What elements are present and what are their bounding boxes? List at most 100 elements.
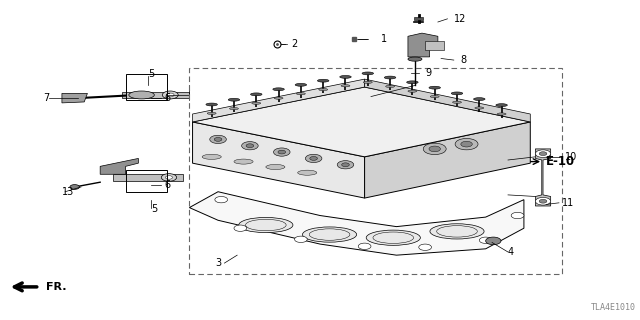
- Ellipse shape: [274, 97, 283, 99]
- Circle shape: [540, 152, 547, 156]
- Polygon shape: [365, 79, 531, 122]
- Ellipse shape: [166, 93, 174, 97]
- Ellipse shape: [228, 98, 240, 101]
- Ellipse shape: [266, 164, 285, 170]
- Ellipse shape: [408, 90, 417, 92]
- Text: 1: 1: [381, 35, 387, 44]
- Ellipse shape: [364, 81, 372, 84]
- Text: 12: 12: [454, 14, 466, 24]
- Polygon shape: [100, 158, 138, 174]
- Ellipse shape: [341, 85, 350, 87]
- Ellipse shape: [340, 76, 351, 78]
- Ellipse shape: [386, 85, 394, 87]
- Circle shape: [419, 244, 431, 251]
- Ellipse shape: [452, 101, 461, 103]
- Polygon shape: [193, 87, 531, 157]
- Text: 3: 3: [215, 258, 221, 268]
- Polygon shape: [193, 79, 365, 122]
- Ellipse shape: [366, 230, 420, 245]
- Circle shape: [461, 141, 472, 147]
- Ellipse shape: [161, 174, 177, 181]
- Ellipse shape: [496, 104, 508, 107]
- Ellipse shape: [296, 92, 305, 95]
- Polygon shape: [193, 122, 365, 198]
- Text: 9: 9: [425, 68, 431, 78]
- Circle shape: [215, 196, 228, 203]
- Text: 13: 13: [62, 187, 74, 197]
- Circle shape: [486, 237, 501, 245]
- Polygon shape: [113, 174, 183, 180]
- Circle shape: [536, 150, 550, 157]
- Circle shape: [246, 144, 253, 148]
- Circle shape: [294, 236, 307, 243]
- Polygon shape: [408, 33, 438, 57]
- Ellipse shape: [317, 79, 329, 82]
- Polygon shape: [536, 149, 550, 206]
- Ellipse shape: [163, 91, 178, 99]
- Text: 7: 7: [43, 93, 49, 103]
- Ellipse shape: [70, 185, 79, 189]
- Circle shape: [310, 156, 317, 160]
- Circle shape: [540, 199, 547, 203]
- Ellipse shape: [298, 170, 317, 175]
- Circle shape: [455, 139, 478, 150]
- Ellipse shape: [206, 103, 218, 106]
- Ellipse shape: [406, 81, 418, 84]
- Text: 6: 6: [164, 93, 170, 103]
- Ellipse shape: [202, 154, 221, 159]
- Ellipse shape: [475, 107, 484, 109]
- Ellipse shape: [430, 224, 484, 239]
- Text: FR.: FR.: [46, 282, 67, 292]
- Ellipse shape: [234, 159, 253, 164]
- Text: 4: 4: [508, 247, 514, 257]
- Ellipse shape: [252, 102, 260, 104]
- Circle shape: [242, 142, 258, 150]
- Text: 10: 10: [565, 152, 577, 162]
- Text: 5: 5: [151, 204, 157, 214]
- Ellipse shape: [230, 108, 239, 110]
- Text: TLA4E1010: TLA4E1010: [591, 303, 636, 312]
- Ellipse shape: [207, 112, 216, 115]
- Ellipse shape: [430, 95, 439, 98]
- Ellipse shape: [429, 86, 440, 89]
- Ellipse shape: [295, 84, 307, 86]
- Ellipse shape: [474, 98, 485, 100]
- Polygon shape: [122, 92, 189, 98]
- Circle shape: [358, 243, 371, 250]
- Circle shape: [429, 146, 440, 152]
- Circle shape: [536, 197, 550, 205]
- Ellipse shape: [319, 88, 328, 91]
- Circle shape: [305, 154, 322, 163]
- Circle shape: [214, 138, 222, 141]
- Circle shape: [423, 143, 446, 155]
- Circle shape: [511, 212, 524, 219]
- Ellipse shape: [385, 76, 396, 79]
- Polygon shape: [62, 93, 88, 103]
- Circle shape: [278, 150, 285, 154]
- Ellipse shape: [408, 57, 422, 61]
- Bar: [414, 17, 423, 20]
- Ellipse shape: [303, 227, 356, 242]
- Ellipse shape: [273, 88, 284, 91]
- Polygon shape: [189, 192, 524, 255]
- Text: 6: 6: [164, 180, 170, 190]
- Ellipse shape: [129, 91, 154, 99]
- Circle shape: [479, 237, 492, 244]
- Circle shape: [210, 135, 227, 143]
- Ellipse shape: [362, 72, 374, 75]
- Text: 2: 2: [291, 39, 298, 49]
- Bar: [425, 41, 444, 50]
- Circle shape: [273, 148, 290, 156]
- Text: E-10: E-10: [546, 155, 575, 168]
- Text: 11: 11: [562, 198, 574, 208]
- Text: 5: 5: [148, 69, 154, 79]
- Ellipse shape: [166, 176, 173, 179]
- Circle shape: [342, 163, 349, 167]
- Ellipse shape: [497, 113, 506, 115]
- Circle shape: [234, 225, 246, 231]
- Ellipse shape: [250, 93, 262, 96]
- Ellipse shape: [451, 92, 463, 95]
- Polygon shape: [365, 122, 531, 198]
- Text: 8: 8: [460, 55, 467, 65]
- Circle shape: [337, 161, 354, 169]
